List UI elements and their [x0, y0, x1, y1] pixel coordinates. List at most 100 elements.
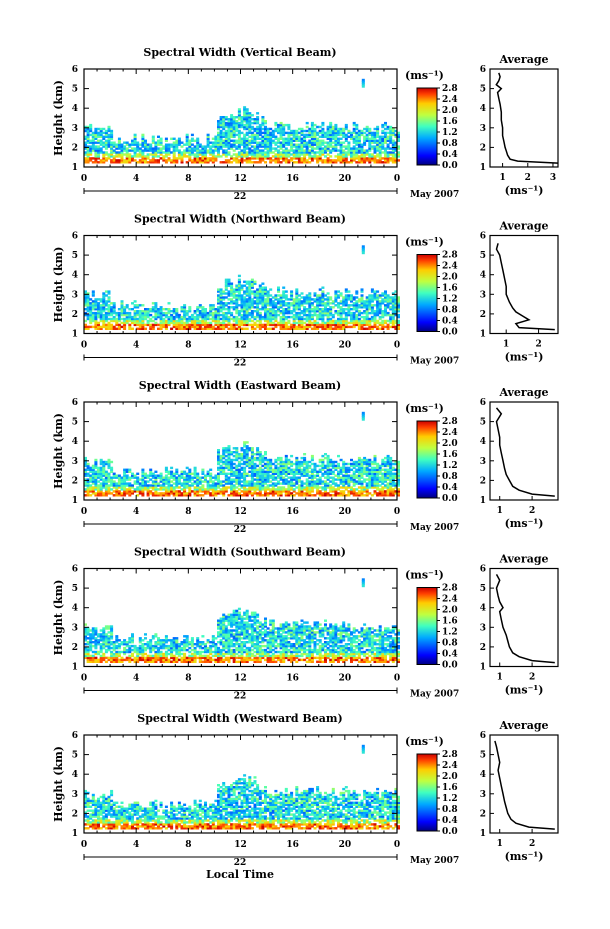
heatmap-cell — [355, 147, 359, 150]
heatmap-cell — [329, 323, 333, 327]
heatmap-cell — [112, 319, 116, 323]
heatmap-cell — [117, 490, 121, 493]
heatmap-cell — [102, 145, 106, 148]
heatmap-cell — [274, 319, 278, 323]
heatmap-cell — [321, 149, 325, 152]
heatmap-cell — [240, 286, 244, 289]
heatmap-cell — [334, 298, 338, 301]
heatmap-cell — [141, 472, 145, 475]
heatmap-cell — [391, 133, 395, 137]
heatmap-cell — [180, 153, 184, 156]
heatmap-cell — [107, 141, 111, 144]
heatmap-cell — [188, 159, 192, 162]
heatmap-cell — [318, 302, 322, 305]
heatmap-cell — [99, 135, 103, 138]
heatmap-cell — [316, 141, 320, 144]
heatmap-cell — [110, 153, 114, 156]
heatmap-cell — [240, 454, 244, 458]
heatmap-cell — [217, 145, 220, 148]
heatmap-cell — [245, 460, 249, 464]
heatmap-cell — [329, 149, 333, 152]
heatmap-cell — [274, 294, 278, 297]
heatmap-cell — [261, 153, 265, 156]
x-tick-label: 4 — [133, 341, 139, 351]
heatmap-cell — [240, 125, 244, 129]
heatmap-cell — [146, 157, 150, 160]
heatmap-cell — [97, 308, 100, 311]
heatmap-cell — [172, 472, 176, 475]
heatmap-cell — [297, 323, 301, 327]
heatmap-cell — [196, 147, 200, 150]
heatmap-cell — [376, 147, 380, 150]
heatmap-cell — [240, 480, 244, 483]
heatmap-cell — [261, 470, 265, 473]
heatmap-cell — [201, 323, 205, 327]
y-tick-label: 1 — [72, 163, 78, 173]
heatmap-cell — [381, 125, 385, 129]
heatmap-cell — [258, 292, 262, 295]
heatmap-cell — [331, 131, 335, 135]
heatmap-cell — [232, 145, 236, 148]
heatmap-cell — [125, 317, 129, 321]
heatmap-cell — [94, 488, 98, 491]
heatmap-cell — [337, 464, 340, 468]
heatmap-cell — [350, 304, 353, 307]
x-tick-label: 0 — [81, 341, 87, 351]
heatmap-cell — [219, 308, 223, 311]
heatmap-cell — [297, 462, 301, 466]
heatmap-cell — [355, 151, 359, 154]
heatmap-cell — [154, 306, 158, 309]
heatmap-cell — [253, 462, 257, 466]
heatmap-cell — [295, 321, 299, 325]
heatmap-cell — [370, 133, 374, 137]
heatmap-cell — [235, 300, 239, 303]
heatmap-cell — [318, 478, 322, 481]
heatmap-cell — [355, 127, 359, 131]
heatmap-cell — [350, 480, 353, 483]
heatmap-cell — [222, 321, 226, 325]
heatmap-cell — [201, 308, 205, 311]
heatmap-cell — [342, 145, 346, 148]
heatmap-cell — [324, 480, 327, 483]
heatmap-cell — [384, 135, 387, 138]
heatmap-cell — [256, 447, 260, 450]
heatmap-cell — [180, 308, 184, 311]
heatmap-cell — [295, 153, 299, 156]
heatmap-cell — [318, 125, 322, 129]
heatmap-cell — [334, 131, 338, 135]
heatmap-cell — [167, 145, 171, 148]
heatmap-cell — [313, 323, 317, 327]
heatmap-cell — [384, 300, 387, 303]
heatmap-cell — [248, 488, 252, 491]
heatmap-cell — [243, 460, 247, 464]
heatmap-cell — [237, 462, 241, 466]
heatmap-cell — [167, 486, 171, 489]
heatmap-cell — [297, 494, 301, 497]
heatmap-cell — [331, 137, 335, 140]
heatmap-cell — [384, 292, 387, 295]
heatmap-cell — [224, 141, 228, 144]
heatmap-cell — [313, 308, 317, 311]
heatmap-cell — [266, 486, 270, 489]
heatmap-cell — [172, 137, 176, 140]
heatmap-cell — [381, 325, 385, 329]
heatmap-cell — [266, 478, 270, 481]
heatmap-cell — [394, 310, 398, 313]
heatmap-cell — [237, 311, 241, 315]
profile-y-tick-label: 3 — [480, 290, 486, 300]
heatmap-cell — [397, 323, 400, 327]
heatmap-cell — [206, 472, 210, 475]
heatmap-cell — [331, 149, 335, 152]
heatmap-cell — [138, 151, 142, 154]
heatmap-cell — [313, 292, 317, 295]
heatmap-cell — [287, 492, 291, 495]
heatmap-cell — [250, 470, 254, 473]
heatmap-cell — [339, 482, 343, 485]
heatmap-cell — [264, 486, 267, 489]
heatmap-cell — [91, 147, 95, 150]
heatmap-cell — [378, 151, 382, 154]
heatmap-cell — [326, 135, 330, 138]
heatmap-cell — [232, 466, 236, 470]
heatmap-cell — [261, 288, 265, 291]
heatmap-cell — [99, 315, 103, 319]
